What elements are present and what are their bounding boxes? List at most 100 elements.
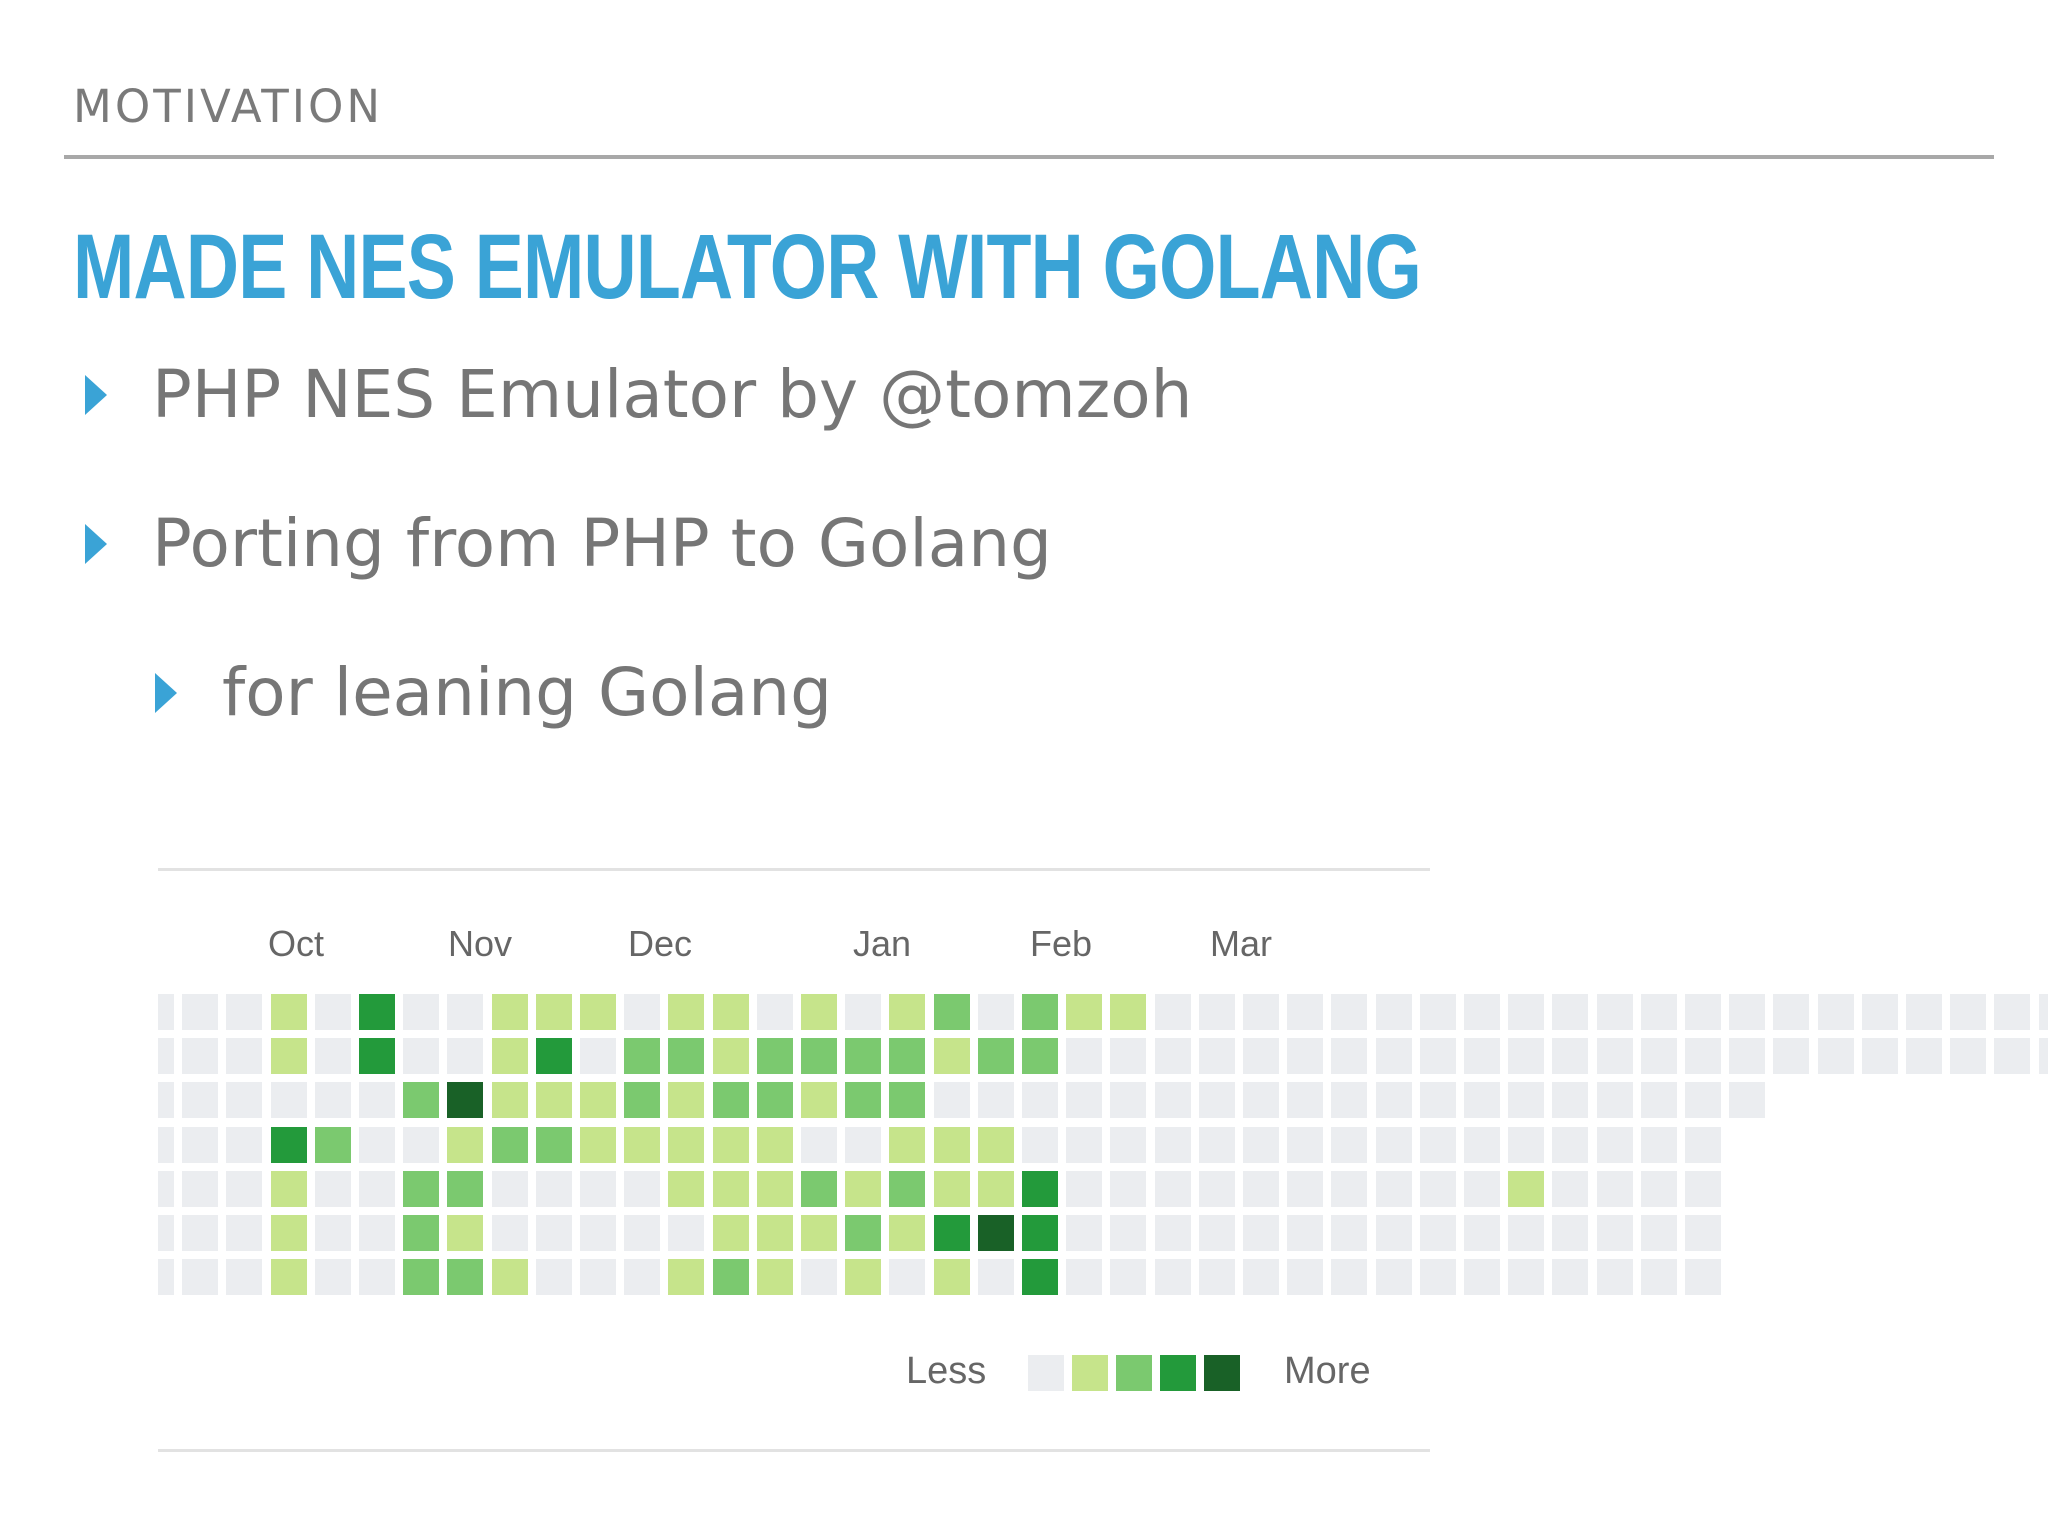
contribution-cell (1685, 1170, 1721, 1207)
contribution-cell (889, 1215, 926, 1251)
contribution-cell (1596, 1126, 1633, 1163)
contribution-cell (1906, 994, 1942, 1030)
contribution-cell (1685, 1038, 1721, 1075)
contribution-cell (403, 994, 440, 1030)
contribution-cell (1198, 994, 1235, 1030)
contribution-cell (933, 1038, 970, 1075)
contribution-cell (1198, 1126, 1235, 1163)
contribution-cell (889, 994, 926, 1030)
contribution-cell (403, 1170, 440, 1207)
contribution-cell (1198, 1038, 1235, 1075)
contribution-cell (1154, 1082, 1191, 1119)
contribution-cell (977, 1215, 1014, 1251)
contribution-cell (270, 1082, 307, 1119)
contribution-cell (447, 994, 484, 1030)
contribution-cell (977, 1259, 1014, 1296)
contribution-cell (1243, 1215, 1279, 1251)
contribution-cell (158, 1082, 174, 1119)
contribution-cell (1552, 1259, 1589, 1296)
contribution-cell (535, 1038, 572, 1075)
contribution-cell (1375, 1170, 1412, 1207)
contribution-cell (314, 1126, 351, 1163)
contribution-cell (668, 1259, 705, 1296)
contribution-cell (1640, 994, 1677, 1030)
contribution-cell (1154, 1215, 1191, 1251)
contribution-cell (447, 1170, 484, 1207)
bullet-text: PHP NES Emulator by @tomzoh (152, 356, 1193, 433)
contribution-cell (801, 1082, 837, 1119)
contribution-cell (1066, 1259, 1103, 1296)
contribution-cell (712, 1126, 749, 1163)
section-label: MOTIVATION (73, 80, 384, 133)
contribution-cell (889, 1082, 926, 1119)
contribution-cell (933, 1259, 970, 1296)
contribution-cell (1110, 994, 1147, 1030)
contribution-cell (756, 1170, 793, 1207)
contribution-cell (1464, 1082, 1500, 1119)
contribution-cell (1419, 994, 1456, 1030)
contribution-cell (756, 1126, 793, 1163)
contribution-cell (1331, 1126, 1368, 1163)
contribution-cell (801, 1215, 837, 1251)
contribution-cell (447, 1082, 484, 1119)
contribution-cell (580, 1082, 616, 1119)
contribution-cell (1464, 1126, 1500, 1163)
contribution-cell (1861, 1038, 1898, 1075)
contribution-cell (712, 1082, 749, 1119)
contribution-cell (1331, 1259, 1368, 1296)
month-label: Nov (448, 923, 513, 964)
contribution-cell (270, 994, 307, 1030)
contribution-cell (1287, 1038, 1324, 1075)
contribution-cell (1508, 1082, 1545, 1119)
contribution-cell (668, 1126, 705, 1163)
contribution-cell (182, 1170, 219, 1207)
contribution-cell (1685, 1126, 1721, 1163)
contribution-cell (801, 1126, 837, 1163)
contribution-cell (1419, 1259, 1456, 1296)
contribution-cell (535, 1082, 572, 1119)
contribution-cell (1022, 1126, 1058, 1163)
contribution-cell (1419, 1170, 1456, 1207)
contribution-cell (977, 1082, 1014, 1119)
contribution-cell (580, 1170, 616, 1207)
contribution-cell (226, 1259, 263, 1296)
contribution-cell (1464, 1170, 1500, 1207)
contribution-cell (226, 994, 263, 1030)
contribution-cell (1729, 1082, 1766, 1119)
contribution-cell (977, 1038, 1014, 1075)
contribution-cell (668, 994, 705, 1030)
contribution-cell (977, 994, 1014, 1030)
contribution-cell (403, 1259, 440, 1296)
bullet-triangle-icon (85, 523, 107, 564)
contribution-cell (1331, 1082, 1368, 1119)
contribution-cell (1331, 1170, 1368, 1207)
contribution-cell (270, 1259, 307, 1296)
legend-more-label: More (1284, 1350, 1371, 1392)
contribution-cell (712, 994, 749, 1030)
contribution-cell (1066, 1170, 1103, 1207)
contribution-cell (226, 1126, 263, 1163)
contribution-cell (801, 1259, 837, 1296)
contribution-cell (933, 1215, 970, 1251)
contribution-cell (1110, 1259, 1147, 1296)
contribution-cell (1419, 1082, 1456, 1119)
contribution-cell (535, 1215, 572, 1251)
contribution-cell (624, 1082, 661, 1119)
month-label: Jan (853, 923, 912, 964)
contribution-cell (845, 994, 882, 1030)
contribution-cell (1022, 1259, 1058, 1296)
contribution-cell (1596, 1038, 1633, 1075)
contribution-cell (314, 1170, 351, 1207)
contribution-cell (1552, 1215, 1589, 1251)
slide-title: MADE NES EMULATOR WITH GOLANG (73, 216, 1422, 318)
contribution-cell (1066, 1215, 1103, 1251)
contribution-cell (158, 1126, 174, 1163)
contribution-cell (403, 1126, 440, 1163)
contribution-cell (1022, 1215, 1058, 1251)
contribution-cell (889, 1038, 926, 1075)
legend-level-2 (1116, 1355, 1152, 1391)
contribution-cell (1552, 1170, 1589, 1207)
contribution-cell (359, 1170, 395, 1207)
contribution-cell (158, 1259, 174, 1296)
contribution-cell (1817, 1038, 1854, 1075)
